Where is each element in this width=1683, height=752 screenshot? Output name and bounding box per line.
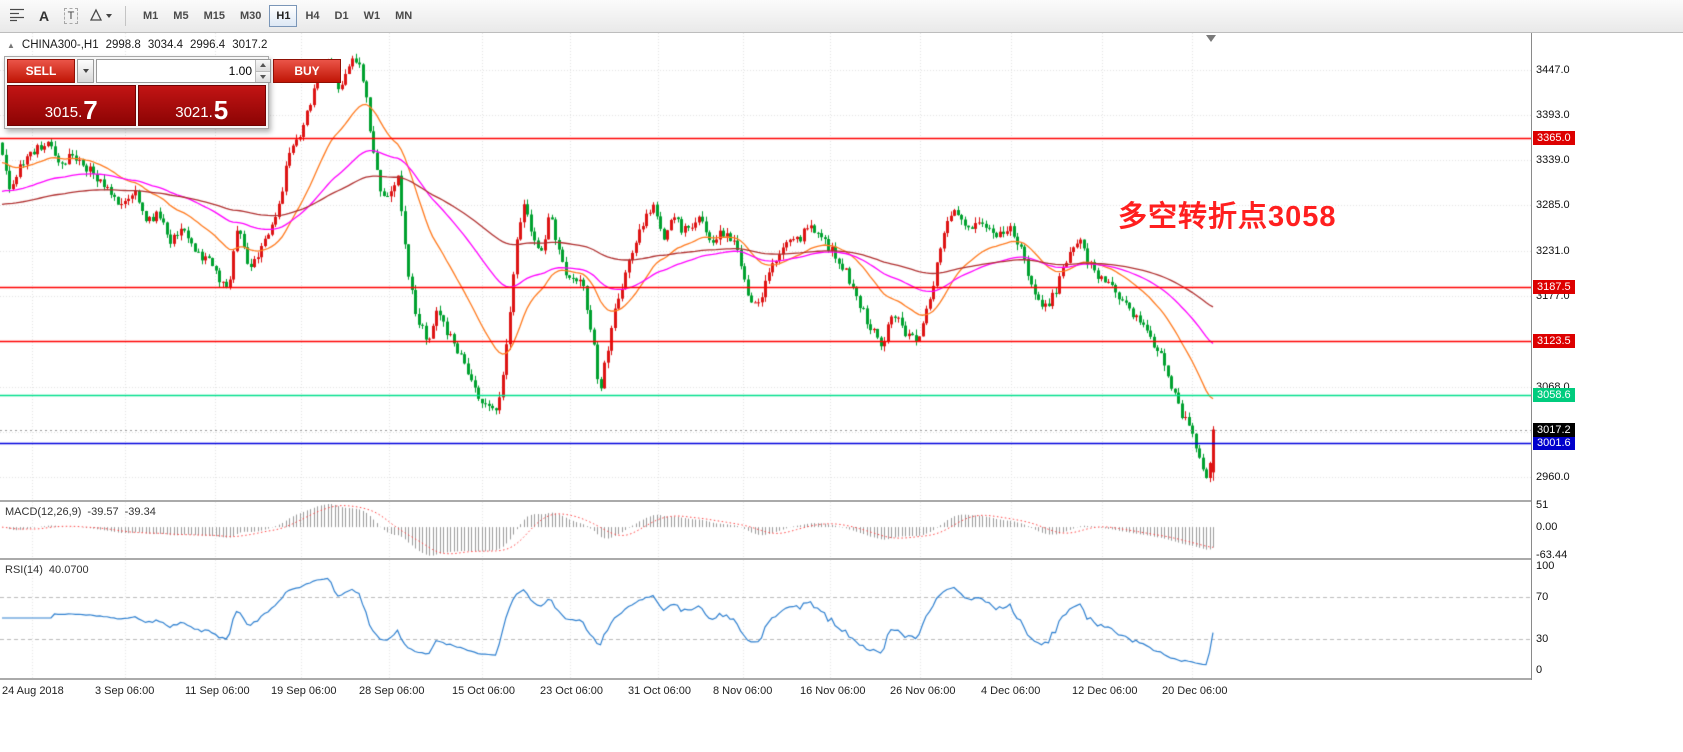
time-axis-label: 16 Nov 06:00 [800, 685, 866, 697]
one-click-trading-panel: SELL BUY 3015.7 3021.5 [4, 56, 341, 129]
chart-annotation: 多空转折点3058 [1118, 201, 1337, 233]
toolbar: A T M1 M5 M15 M30 H1 H4 D1 W1 MN [0, 0, 1683, 33]
volume-decrement-button[interactable] [256, 70, 270, 82]
price-axis[interactable]: 3447.03393.03339.03285.03231.03177.03068… [1531, 33, 1683, 680]
timeframe-h4-button[interactable]: H4 [305, 10, 320, 22]
text-tool-icon: A [38, 8, 50, 24]
price-tick-label: 3447.0 [1536, 63, 1570, 76]
time-axis-label: 3 Sep 06:00 [95, 685, 155, 697]
price-tick-label: 3393.0 [1536, 109, 1570, 122]
rsi-scale-label: 30 [1536, 632, 1549, 645]
time-axis-label: 28 Sep 06:00 [359, 685, 425, 697]
chevron-down-icon [82, 69, 89, 73]
macd-scale-label: -63.44 [1536, 549, 1568, 562]
sell-button[interactable]: SELL [7, 59, 75, 83]
ohlc-open: 2998.8 [105, 39, 141, 51]
price-tick-label: 3285.0 [1536, 199, 1570, 212]
chart-macd-separator[interactable] [0, 500, 1683, 502]
rsi-scale-label: 100 [1536, 560, 1555, 572]
fibonacci-tool-button[interactable] [5, 4, 29, 28]
rsi-label: RSI(14) 40.0700 [5, 564, 89, 576]
rsi-scale-label: 70 [1536, 591, 1549, 604]
shapes-tool-button[interactable] [86, 4, 115, 28]
rsi-indicator-canvas[interactable] [0, 560, 1531, 678]
level-price-tag: 3365.0 [1533, 131, 1575, 146]
text-label-icon: T [63, 8, 79, 24]
timeframe-w1-button[interactable]: W1 [363, 10, 381, 22]
macd-indicator-canvas[interactable] [0, 502, 1531, 558]
sell-price-display[interactable]: 3015. 7 [7, 85, 136, 126]
level-price-tag: 3123.5 [1533, 333, 1575, 348]
text-label-tool-button[interactable]: T [59, 4, 83, 28]
volume-increment-button[interactable] [256, 60, 270, 71]
rsi-value: 40.0700 [48, 564, 89, 576]
chevron-down-icon [106, 14, 112, 18]
rsi-scale-label: 0 [1536, 664, 1543, 676]
price-tick-label: 3231.0 [1536, 244, 1570, 257]
shapes-icon [89, 8, 103, 25]
macd-label: MACD(12,26,9) -39.57 -39.34 [5, 506, 156, 518]
chevron-down-icon [260, 74, 266, 79]
time-axis-label: 31 Oct 06:00 [628, 685, 691, 697]
buy-price-small: 3021. [175, 104, 213, 121]
timeframe-h1-button[interactable]: H1 [269, 5, 298, 27]
rsi-timeaxis-separator[interactable] [0, 678, 1683, 680]
macd-rsi-separator[interactable] [0, 558, 1683, 560]
timeframe-mn-button[interactable]: MN [395, 10, 413, 22]
time-axis-label: 11 Sep 06:00 [185, 685, 250, 697]
buy-price-display[interactable]: 3021. 5 [137, 85, 266, 126]
toolbar-separator [125, 6, 126, 26]
time-axis-label: 26 Nov 06:00 [890, 685, 956, 697]
time-axis-label: 24 Aug 2018 [2, 685, 64, 697]
time-axis-label: 19 Sep 06:00 [271, 685, 337, 697]
time-axis-label: 4 Dec 06:00 [981, 685, 1041, 697]
level-price-tag: 3187.5 [1533, 280, 1575, 294]
buy-button[interactable]: BUY [273, 59, 341, 83]
chart-shift-marker-icon[interactable] [1206, 35, 1216, 42]
time-axis-label: 15 Oct 06:00 [452, 685, 515, 697]
volume-stepper [255, 60, 270, 82]
price-tick-label: 2960.0 [1536, 471, 1570, 484]
macd-name: MACD(12,26,9) [5, 506, 82, 518]
collapse-arrow-icon[interactable]: ▲ [7, 40, 15, 50]
ohlc-low: 2996.4 [190, 39, 226, 51]
volume-input[interactable] [97, 60, 255, 82]
timeframe-m1-button[interactable]: M1 [143, 10, 159, 22]
chart-area[interactable]: ▲ CHINA300-,H1 2998.8 3034.4 2996.4 3017… [0, 33, 1531, 500]
chevron-up-icon [260, 63, 266, 68]
macd-signal-value: -39.34 [124, 506, 156, 518]
macd-main-value: -39.57 [87, 506, 119, 518]
volume-field [96, 59, 271, 83]
ohlc-high: 3034.4 [147, 39, 183, 51]
timeframe-d1-button[interactable]: D1 [334, 10, 349, 22]
symbol-name: CHINA300-,H1 [21, 39, 99, 51]
ohlc-readout: ▲ CHINA300-,H1 2998.8 3034.4 2996.4 3017… [7, 39, 267, 51]
macd-scale-label: 0.00 [1536, 521, 1558, 534]
text-tool-button[interactable]: A [32, 4, 56, 28]
buy-price-big-digit: 5 [213, 95, 229, 125]
time-axis[interactable]: 24 Aug 2018 3 Sep 06:00 11 Sep 06:00 19 Sep… [0, 680, 1683, 706]
timeframe-m15-button[interactable]: M15 [203, 10, 225, 22]
sell-price-big-digit: 7 [83, 95, 98, 125]
time-axis-label: 8 Nov 06:00 [713, 685, 773, 697]
rsi-name: RSI(14) [5, 564, 43, 576]
level-price-tag: 3058.6 [1533, 387, 1575, 402]
time-axis-label: 23 Oct 06:00 [540, 685, 603, 697]
time-axis-label: 20 Dec 06:00 [1162, 685, 1228, 697]
level-price-tag: 3001.6 [1533, 435, 1575, 450]
order-options-dropdown[interactable] [77, 59, 94, 83]
sell-price-small: 3015. [44, 104, 83, 121]
timeframe-m30-button[interactable]: M30 [239, 10, 262, 22]
timeframe-m5-button[interactable]: M5 [173, 10, 189, 22]
time-axis-label: 12 Dec 06:00 [1072, 685, 1138, 697]
timeframe-toolbar: M1 M5 M15 M30 H1 H4 D1 W1 MN [136, 5, 419, 27]
ohlc-close: 3017.2 [232, 39, 268, 51]
price-tick-label: 3339.0 [1536, 154, 1570, 167]
fibonacci-icon [9, 7, 25, 25]
current-price-tag: 3017.2 [1533, 422, 1575, 437]
macd-scale-label: 51 [1536, 498, 1549, 511]
